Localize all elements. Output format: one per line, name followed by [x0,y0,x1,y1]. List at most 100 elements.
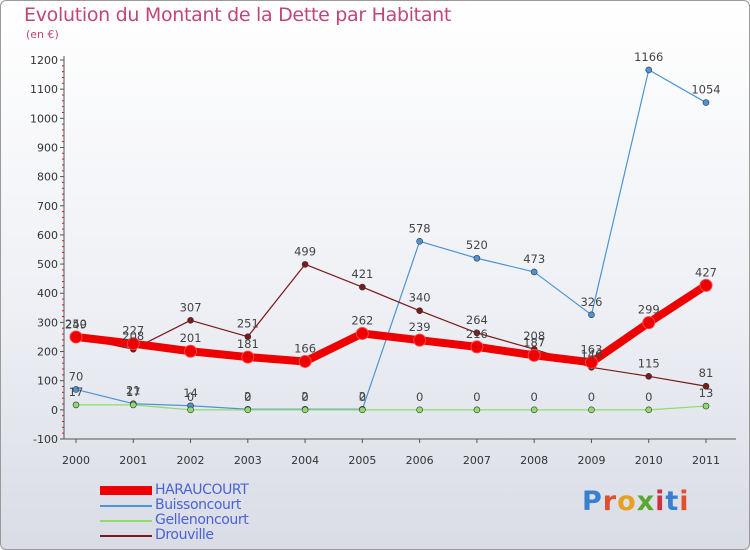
data-label: 427 [695,265,717,279]
data-label: 520 [466,238,488,252]
data-point [645,373,653,380]
x-tick-label: 2005 [348,454,376,467]
y-tick-label: 1100 [30,83,58,96]
x-tick-label: 2011 [692,454,720,467]
data-label: 307 [180,300,202,314]
data-label: 0 [416,390,423,404]
logo-letter: P [582,486,603,517]
x-tick-label: 2006 [406,454,434,467]
x-tick-label: 2008 [520,454,548,467]
data-point [416,238,423,245]
data-point [588,406,595,414]
data-label: 17 [126,385,141,399]
data-label: 21 [126,384,141,398]
series-line [75,69,707,410]
y-tick-label: 600 [37,229,58,242]
data-point [530,406,538,414]
data-point [527,348,541,362]
data-label: 326 [580,295,602,309]
data-label: 0 [301,390,308,404]
chart-subtitle: (en €) [26,28,59,41]
data-point [416,307,423,315]
data-label: 421 [351,267,373,281]
data-label: 163 [580,342,602,356]
data-label: 0 [359,390,366,404]
data-label: 187 [523,335,545,349]
logo-letter: i [655,486,666,517]
y-tick-label: 400 [37,287,58,300]
y-tick-label: 1200 [30,54,58,67]
data-point [642,316,656,330]
legend-label: Gellenoncourt [155,512,249,528]
data-point [301,261,309,268]
x-tick-label: 2001 [119,454,147,467]
x-tick-label: 2000 [62,454,90,467]
data-label: 1166 [634,50,663,64]
data-label: 81 [699,366,714,380]
data-label: 181 [237,337,259,351]
data-point [72,386,80,393]
data-label: 146 [580,347,602,361]
data-label: 473 [523,252,545,266]
data-point [470,340,484,354]
y-tick-label: 700 [37,200,58,213]
logo-letter: i [679,486,690,517]
x-tick-label: 2002 [177,454,205,467]
y-tick-label: 0 [51,404,58,417]
data-point [584,355,598,369]
logo-letter: t [665,486,680,517]
data-label: 14 [183,386,198,400]
y-tick-label: -100 [33,433,58,446]
data-label: 208 [523,329,545,343]
series-line [75,404,707,411]
data-label: 0 [531,390,538,404]
data-point [416,406,423,414]
data-label: 499 [294,244,316,258]
legend-label: Buissoncourt [155,497,241,513]
data-label: 250 [65,317,87,331]
legend-swatch [100,486,152,495]
data-point [69,330,83,344]
data-label: 264 [466,313,488,327]
data-point [702,382,710,390]
data-label: 208 [122,329,144,343]
data-point [187,406,194,414]
data-point [355,326,369,340]
logo-letter: o [617,486,637,517]
y-tick-label: 900 [37,141,58,154]
data-point [359,406,366,414]
y-tick-label: 100 [37,375,58,388]
y-tick-label: 300 [37,316,58,329]
data-point [72,401,80,409]
data-point [187,317,194,324]
data-label: 0 [588,390,595,404]
logo-letter: r [602,486,618,517]
data-label: 13 [699,386,714,400]
data-point [184,344,198,358]
data-point [244,406,252,414]
data-point [298,354,312,368]
data-point [699,278,713,292]
y-tick-label: 800 [37,171,58,184]
data-point [473,329,481,337]
x-tick-label: 2004 [291,454,319,467]
y-tick-label: 1000 [30,112,58,125]
data-point [702,99,710,106]
data-label: 299 [638,303,660,317]
data-label: 0 [473,390,480,404]
data-point [588,311,595,319]
data-label: 216 [466,327,488,341]
x-tick-label: 2009 [577,454,605,467]
data-label: 2 [244,389,251,403]
data-label: 262 [351,313,373,327]
chart-title: Evolution du Montant de la Dette par Hab… [24,4,452,26]
legend-label: Drouville [155,527,214,543]
legend-label: HARAUCOURT [155,482,249,498]
data-point [413,333,427,347]
data-label: 340 [409,291,431,305]
data-label: 0 [187,390,194,404]
data-label: 249 [65,317,87,331]
data-label: 115 [638,356,660,370]
data-label: 70 [69,369,84,383]
